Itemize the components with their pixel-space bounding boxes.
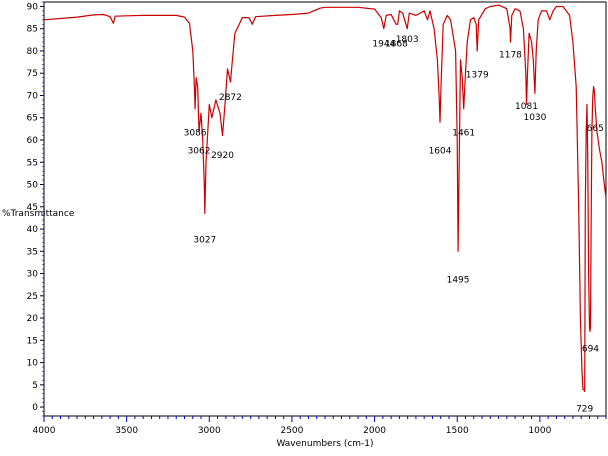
- y-tick-label: 0: [32, 403, 38, 413]
- spectrum-series-line: [43, 4, 607, 393]
- peak-label-2920: 2920: [211, 151, 234, 161]
- peak-label-2872: 2872: [219, 93, 242, 103]
- y-tick-label: 30: [27, 270, 39, 280]
- y-tick-label: 55: [27, 158, 38, 168]
- y-tick-label: 20: [27, 314, 39, 324]
- peak-label-3086: 3086: [184, 129, 207, 139]
- y-tick-label: 25: [27, 292, 38, 302]
- y-tick-label: 65: [27, 114, 38, 124]
- peak-label-1604: 1604: [429, 146, 452, 156]
- peak-label-1379: 1379: [466, 71, 489, 81]
- y-tick-label: 5: [32, 381, 38, 391]
- y-tick-label: 60: [27, 136, 39, 146]
- x-tick-label: 3500: [115, 426, 138, 436]
- x-tick-label: 1500: [446, 426, 469, 436]
- x-tick-label: 1000: [528, 426, 551, 436]
- peak-label-1461: 1461: [452, 129, 475, 139]
- peak-label-1081: 1081: [515, 102, 538, 112]
- peak-label-694: 694: [582, 344, 599, 354]
- x-tick-label: 4000: [33, 426, 56, 436]
- y-tick-label: 90: [27, 2, 39, 12]
- peak-label-3062: 3062: [188, 146, 211, 156]
- peak-label-665: 665: [587, 124, 604, 134]
- y-axis: 0 5 10 15 20 25 30 35 40 45 50 55 60 65 70 75 80 85 90: [27, 1, 44, 417]
- peak-label-1030: 1030: [523, 113, 546, 123]
- peak-label-1944: 1944: [372, 40, 395, 50]
- series-layer: [43, 4, 607, 393]
- y-tick-label: 70: [27, 91, 39, 101]
- x-tick-label: 3000: [198, 426, 221, 436]
- y-tick-label: 50: [27, 181, 39, 191]
- peak-label-1803: 1803: [396, 35, 419, 45]
- x-tick-label: 2000: [363, 426, 386, 436]
- x-axis-title: Wavenumbers (cm-1): [276, 439, 373, 449]
- y-tick-label: 35: [27, 247, 38, 257]
- peak-label-3027: 3027: [193, 235, 216, 245]
- peak-label-1868: 1868: [385, 40, 408, 50]
- peak-label-1495: 1495: [447, 275, 470, 285]
- y-tick-label: 80: [27, 47, 39, 57]
- y-tick-label: 40: [27, 225, 39, 235]
- y-tick-label: 85: [27, 25, 38, 35]
- peak-label-729: 729: [576, 405, 593, 415]
- y-axis-title: %Transmittance: [2, 209, 75, 219]
- peak-label-1178: 1178: [499, 51, 522, 61]
- x-axis: 4000 3500 3000 2500 2000 1500 1000: [33, 416, 607, 436]
- y-tick-label: 75: [27, 69, 38, 79]
- x-tick-label: 2500: [280, 426, 303, 436]
- y-tick-label: 10: [27, 359, 39, 369]
- y-tick-label: 45: [27, 203, 38, 213]
- y-tick-label: 15: [27, 336, 38, 346]
